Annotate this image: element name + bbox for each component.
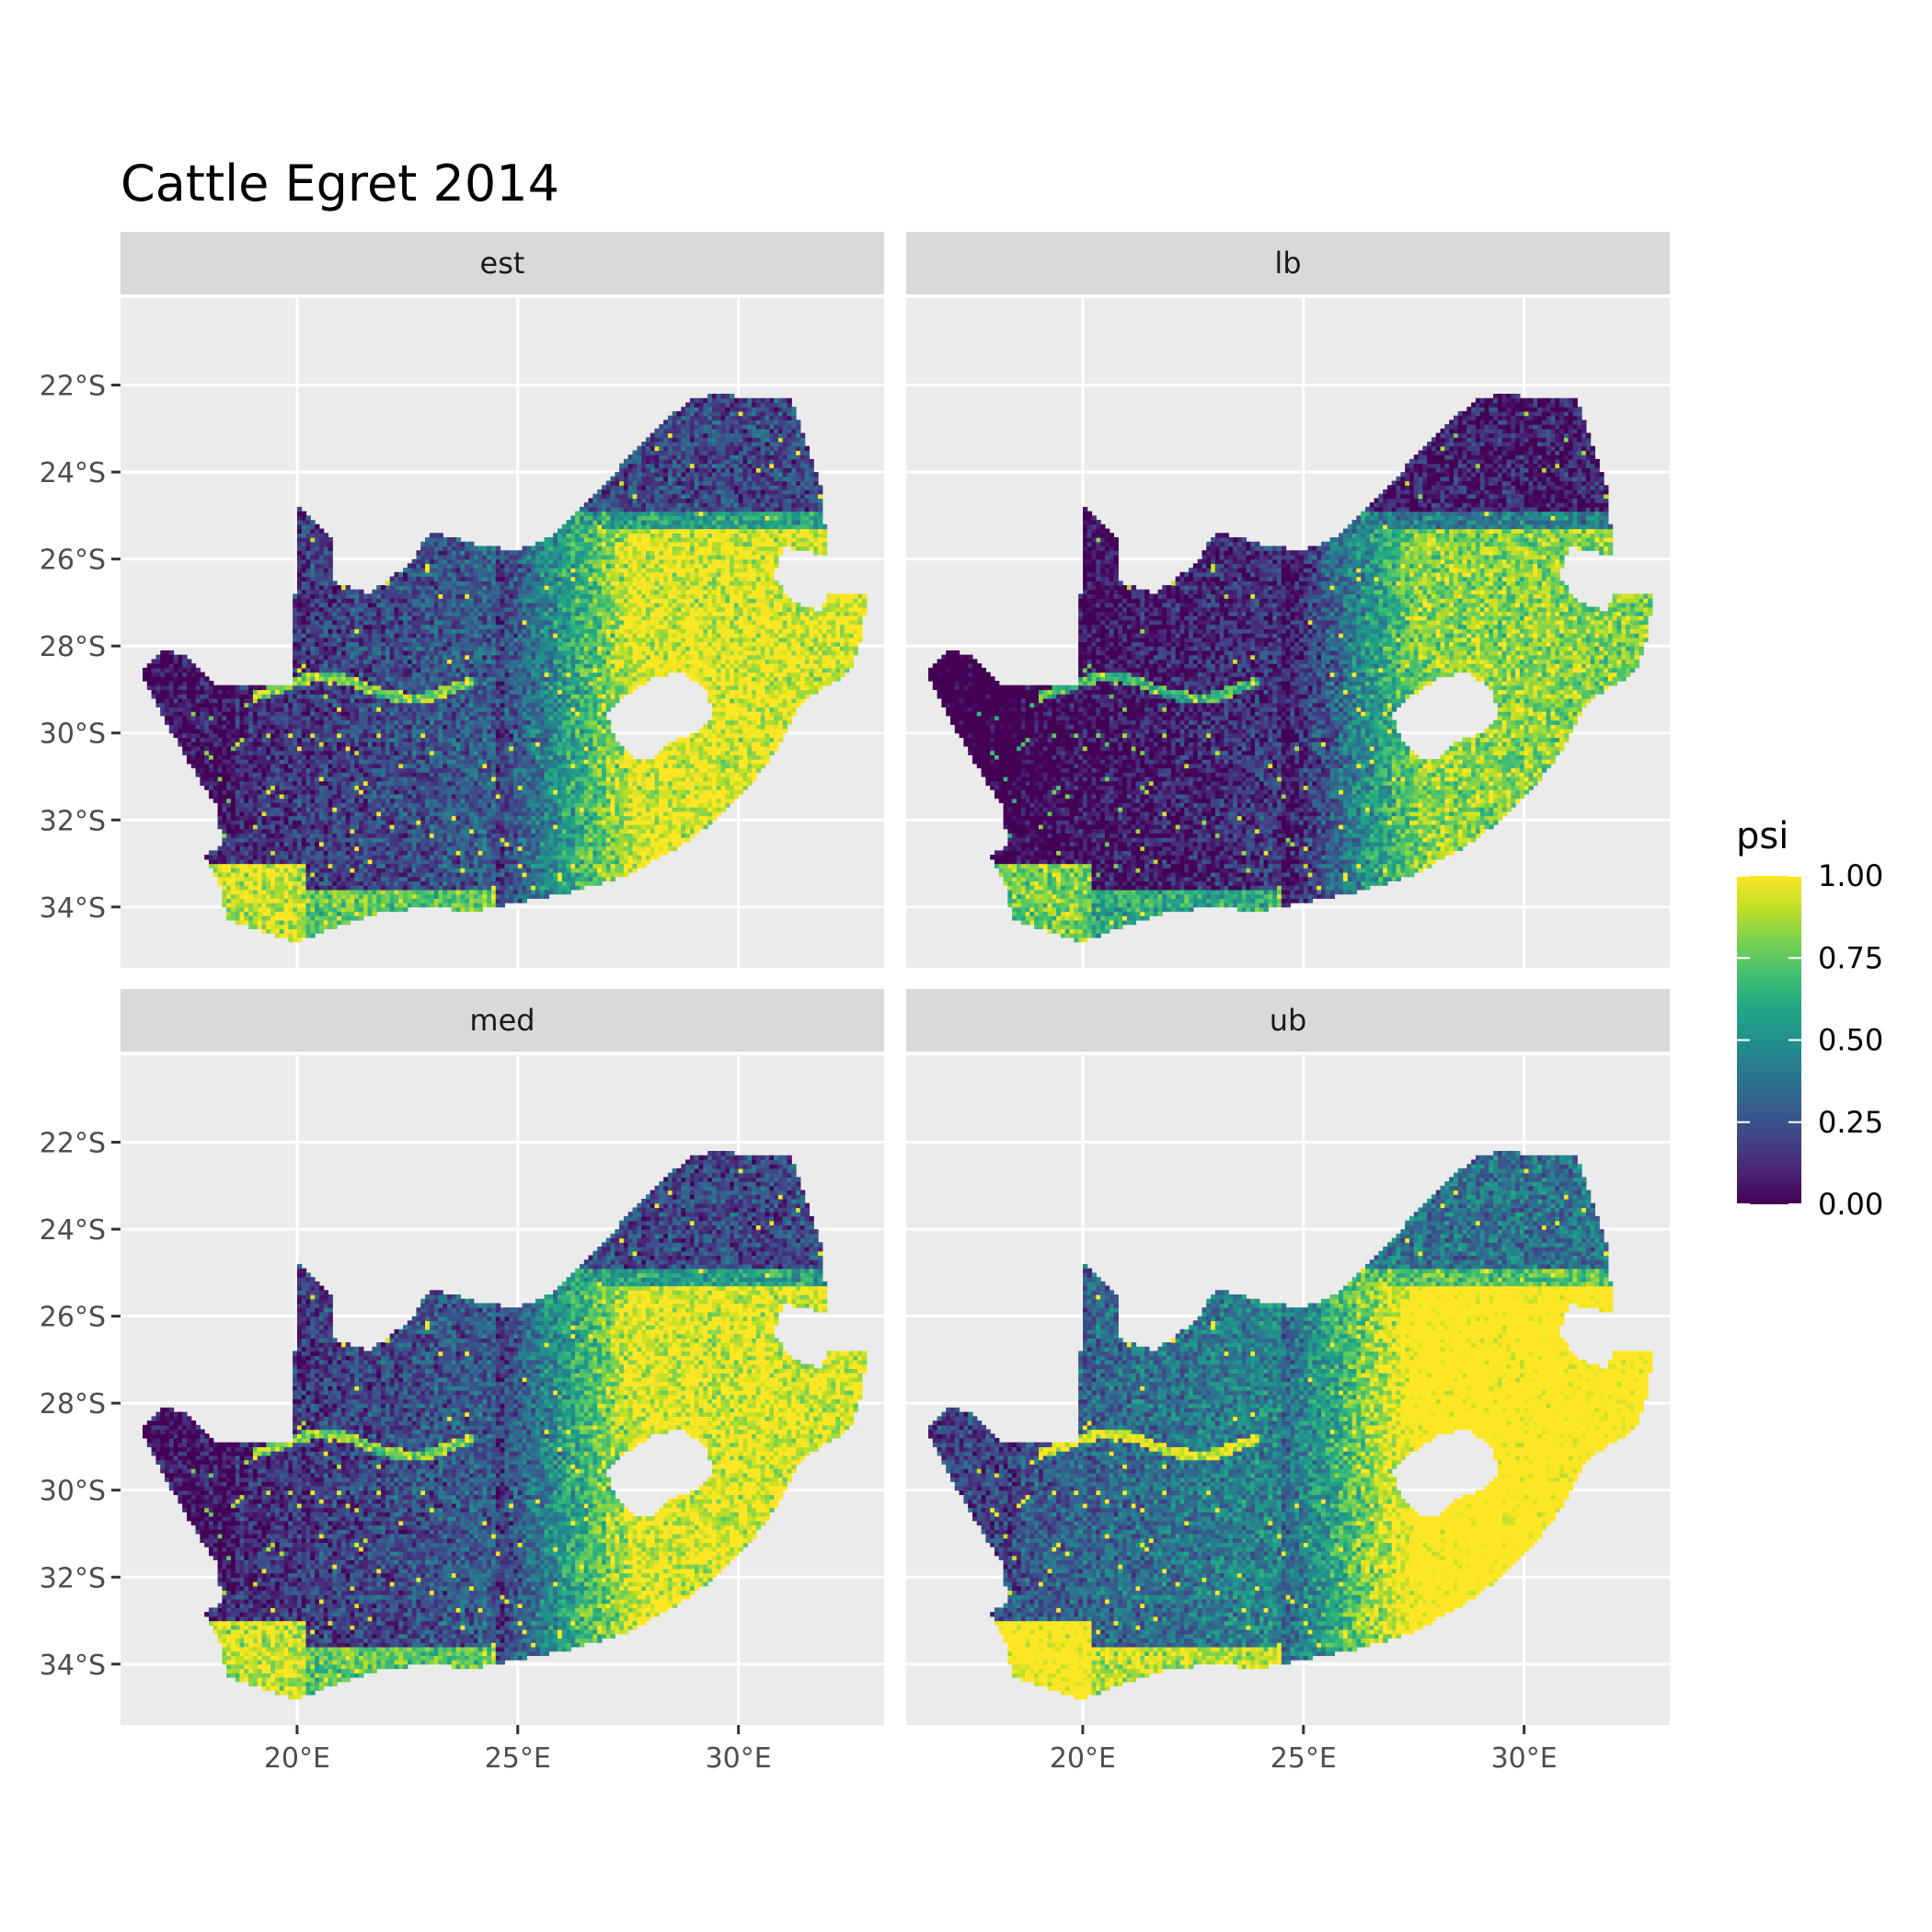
occupancy-raster [142,394,868,943]
facet-strip-label: lb [1274,246,1301,281]
y-tick-label: 22°S [40,1128,106,1160]
facet-panels: est 22°S 24°S 26°S 28°S 30°S 32°S 34°S lb med 20°E… [40,232,1670,1775]
facet-strip [121,989,884,1052]
facet-lb: lb [906,232,1670,968]
y-tick-label: 34°S [40,1650,106,1682]
legend-break-label: 0.25 [1818,1105,1883,1140]
y-tick-label: 34°S [40,892,106,925]
y-tick-label: 32°S [40,805,106,837]
legend-break-label: 0.00 [1818,1187,1883,1222]
facet-strip [906,232,1670,294]
x-tick-label: 20°E [1050,1742,1116,1775]
x-tick-label: 30°E [706,1742,772,1775]
y-tick-label: 30°S [40,1476,106,1508]
legend-break-label: 0.50 [1818,1023,1883,1058]
y-tick-label: 26°S [40,1302,106,1334]
x-tick-label: 20°E [264,1742,330,1775]
facet-strip [906,989,1670,1052]
facet-med: med 20°E 25°E 30°E 22°S 24°S 26°S 28°S 30°S 32°S 3… [40,989,884,1775]
occupancy-raster [927,394,1653,943]
plot-title: Cattle Egret 2014 [121,155,559,213]
facet-ub: ub 20°E 25°E 30°E [906,989,1670,1775]
facet-strip [121,232,884,294]
facet-strip-label: est [480,246,525,281]
y-tick-label: 24°S [40,457,106,489]
legend-title: psi [1736,815,1788,857]
y-tick-label: 22°S [40,371,106,403]
occupancy-raster [142,1151,868,1700]
occupancy-raster [927,1151,1653,1700]
x-tick-label: 30°E [1491,1742,1558,1775]
y-tick-label: 28°S [40,631,106,663]
y-tick-label: 24°S [40,1214,106,1247]
facet-strip-label: med [469,1003,535,1038]
y-tick-label: 26°S [40,545,106,577]
legend-break-label: 0.75 [1818,940,1883,975]
facet-est: est 22°S 24°S 26°S 28°S 30°S 32°S 34°S [40,232,884,968]
x-tick-label: 25°E [485,1742,551,1775]
facet-strip-label: ub [1270,1003,1307,1038]
x-tick-label: 25°E [1271,1742,1337,1775]
y-tick-label: 28°S [40,1388,106,1420]
legend-break-label: 1.00 [1818,858,1883,893]
y-tick-label: 30°S [40,719,106,751]
y-tick-label: 32°S [40,1562,106,1594]
legend: psi 1.00 0.75 0.50 0.25 0.00 [1736,815,1883,1222]
